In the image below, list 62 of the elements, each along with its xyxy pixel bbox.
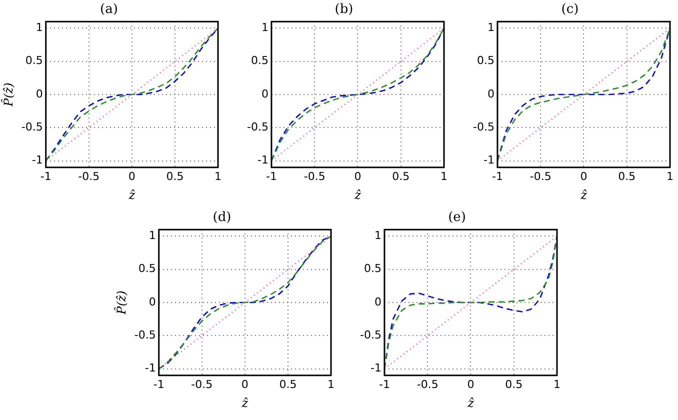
x-tick-label: 0: [580, 170, 588, 183]
chart-title: (d): [212, 210, 232, 226]
x-tick-label: 0: [241, 378, 248, 391]
x-axis-title: ẑ: [240, 396, 249, 410]
chart-title: (b): [334, 2, 354, 18]
y-axis-title: P̂(ẑ): [1, 82, 16, 108]
y-tick-label: -0.5: [246, 120, 268, 134]
x-tick-label: 0: [354, 170, 362, 183]
x-tick-label: 0.5: [279, 378, 297, 391]
x-tick-label: 0.5: [392, 170, 410, 183]
y-tick-label: -1: [370, 362, 382, 375]
y-tick-label: -0.5: [360, 328, 382, 342]
y-tick-label: 0.5: [364, 262, 382, 276]
y-tick-label: 0.5: [250, 54, 268, 68]
x-tick-label: -0.5: [191, 378, 213, 391]
y-tick-label: -1: [32, 154, 43, 167]
x-tick-label: -0.5: [78, 170, 100, 183]
y-axis-title: P̂(ẑ): [114, 290, 128, 316]
x-tick-label: 0: [128, 170, 136, 183]
x-tick-label: 1: [554, 378, 560, 391]
y-tick-label: 0: [261, 87, 268, 100]
x-tick-label: -0.5: [304, 170, 326, 183]
y-tick-label: 0: [487, 87, 494, 100]
line-series: [497, 28, 670, 162]
x-axis-title: ẑ: [354, 188, 362, 202]
x-tick-label: 1: [214, 170, 222, 183]
y-tick-label: -0.5: [472, 120, 494, 134]
chart-title: (e): [448, 210, 466, 226]
y-tick-label: 0.5: [476, 54, 494, 68]
line-series: [271, 28, 444, 162]
y-tick-label: 0.5: [138, 262, 156, 276]
y-tick-label: 0: [148, 295, 156, 308]
chart-title: (a): [100, 2, 118, 18]
x-axis-title: ẑ: [466, 396, 475, 410]
y-tick-label: 0: [36, 87, 43, 100]
x-tick-label: 1: [666, 170, 674, 183]
y-tick-label: 1: [36, 21, 43, 34]
y-tick-label: -0.5: [21, 120, 43, 134]
y-tick-label: 0: [374, 295, 382, 308]
y-tick-label: 1: [148, 229, 156, 242]
x-tick-label: -0.5: [530, 170, 552, 183]
x-axis-title: ẑ: [580, 188, 588, 202]
y-tick-label: 1: [487, 21, 494, 34]
line-series: [46, 28, 218, 162]
y-tick-label: 1: [261, 21, 268, 34]
x-tick-label: 0.5: [618, 170, 636, 183]
line-series: [158, 236, 331, 370]
x-tick-label: 0.5: [505, 378, 523, 391]
y-tick-label: -1: [257, 154, 268, 167]
x-tick-label: 1: [328, 378, 334, 391]
y-tick-label: -1: [483, 154, 494, 167]
x-axis-title: ẑ: [128, 188, 136, 202]
y-tick-label: 0.5: [25, 54, 43, 68]
y-tick-label: -1: [144, 362, 156, 375]
y-tick-label: 1: [374, 229, 382, 242]
x-tick-label: 0.5: [166, 170, 184, 183]
x-tick-label: 0: [467, 378, 474, 391]
line-series: [384, 236, 557, 370]
x-tick-label: -0.5: [416, 378, 438, 391]
x-tick-label: 1: [440, 170, 448, 183]
y-tick-label: -0.5: [134, 328, 156, 342]
chart-title: (c): [561, 2, 579, 18]
